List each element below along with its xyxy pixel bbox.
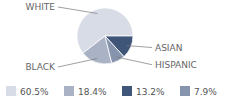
leader-line [127, 46, 152, 48]
labels: WHITE BLACK ASIAN HISPANIC [25, 2, 196, 72]
legend-label: 13.2% [136, 87, 165, 97]
legend-swatch [122, 86, 132, 96]
slice-label: HISPANIC [155, 60, 197, 70]
pie [77, 8, 133, 64]
leader-line [58, 7, 97, 13]
legend-label: 60.5% [20, 87, 49, 97]
slice-label: WHITE [25, 2, 55, 12]
legend-label: 18.4% [78, 87, 107, 97]
legend-label: 7.9% [194, 87, 217, 97]
leader-line [116, 57, 152, 65]
legend-swatch [64, 86, 74, 96]
slice-label: ASIAN [155, 43, 182, 53]
legend-swatch [6, 86, 16, 96]
slice-label: BLACK [25, 62, 56, 72]
legend: 60.5% 18.4% 13.2% 7.9% [6, 86, 217, 97]
legend-swatch [180, 86, 190, 96]
pie-slice [105, 36, 124, 63]
chart: WHITE BLACK ASIAN HISPANIC 60.5% 18.4% 13.2% 7.… [0, 0, 240, 100]
leader-line [58, 58, 97, 67]
